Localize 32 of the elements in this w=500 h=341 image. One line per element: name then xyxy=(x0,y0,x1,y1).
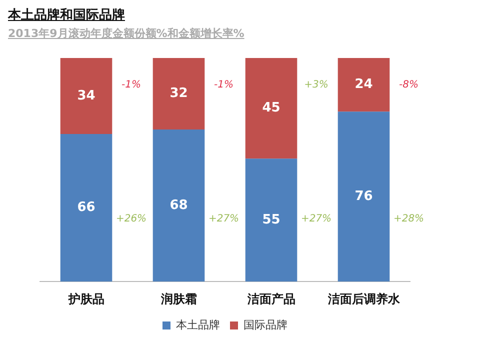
chart-title: 本土品牌和国际品牌 xyxy=(8,7,125,24)
annotation: +28% xyxy=(393,214,424,225)
chart-subtitle: 2013年9月滚动年度金额份额%和金额增长率% xyxy=(8,26,244,41)
bar xyxy=(338,112,390,282)
bar xyxy=(152,58,205,130)
annotation: +27% xyxy=(208,214,240,225)
bar xyxy=(245,158,298,282)
annotation: -1% xyxy=(214,79,234,90)
legend-label: 本土品牌 xyxy=(176,318,220,332)
data-label: 24 xyxy=(354,77,373,92)
data-label: 45 xyxy=(262,100,280,116)
data-label: 32 xyxy=(170,86,188,102)
bar xyxy=(60,134,112,282)
x-tick-label: 润肤霜 xyxy=(160,292,197,306)
x-tick-label: 洁面后调养水 xyxy=(326,292,401,306)
data-label: 68 xyxy=(170,198,188,213)
annotation: +26% xyxy=(116,214,147,225)
data-label: 55 xyxy=(262,212,280,228)
data-label: 34 xyxy=(77,88,96,104)
x-tick-label: 护肤品 xyxy=(67,292,104,306)
bar xyxy=(338,58,390,112)
x-tick-label: 洁面产品 xyxy=(246,292,296,306)
legend-label: 国际品牌 xyxy=(244,320,288,332)
data-label: 76 xyxy=(354,189,373,204)
annotation: -1% xyxy=(122,79,141,90)
bar xyxy=(152,130,205,282)
data-label: 66 xyxy=(77,200,96,216)
annotation: +27% xyxy=(300,214,332,225)
annotation: +3% xyxy=(304,79,328,90)
bar xyxy=(245,58,298,159)
bar xyxy=(60,58,112,134)
annotation: -8% xyxy=(399,79,418,90)
